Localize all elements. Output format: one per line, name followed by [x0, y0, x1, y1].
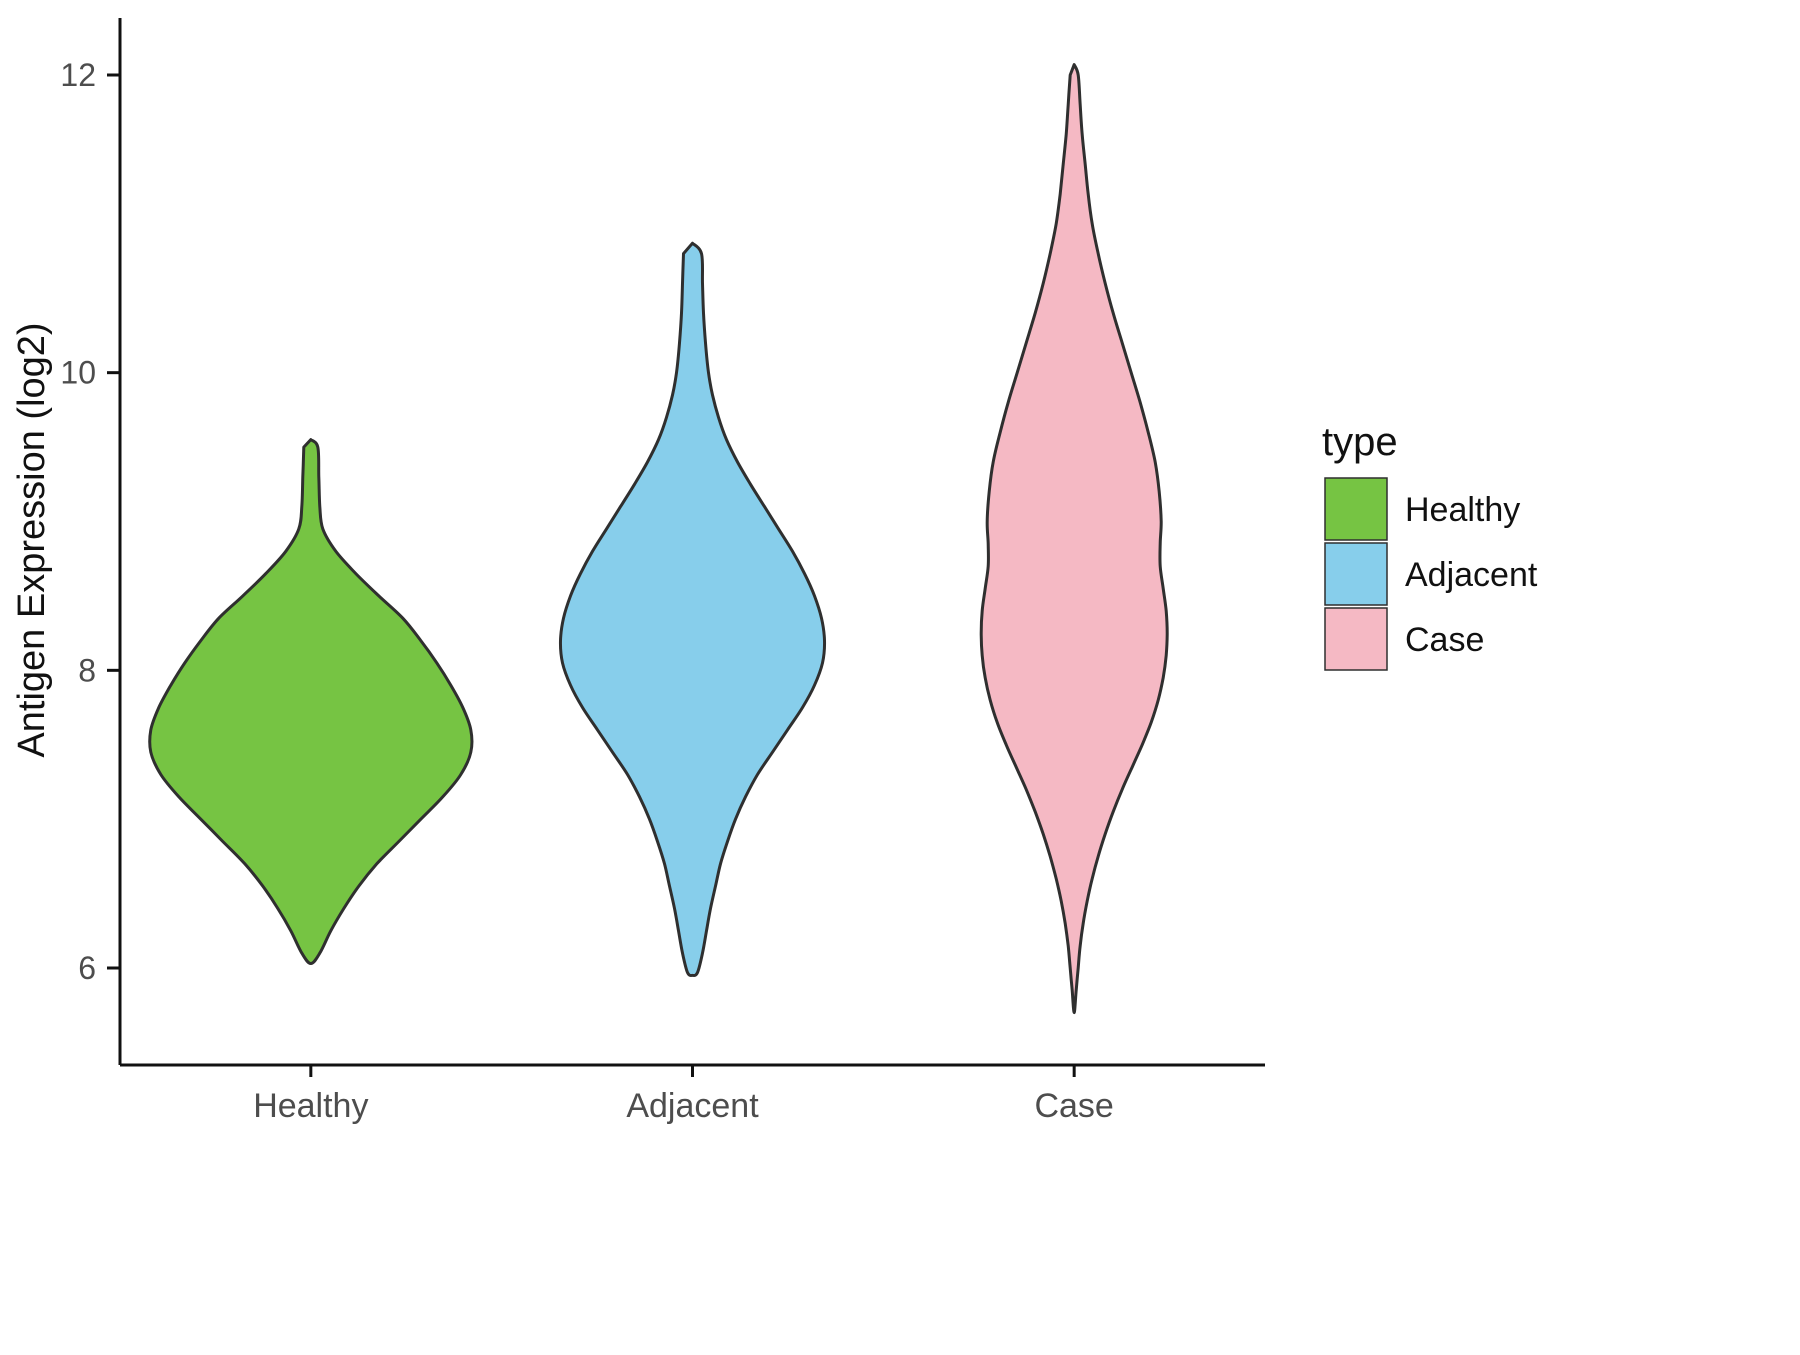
y-tick-label: 10 — [60, 355, 96, 391]
legend-key-case — [1324, 607, 1388, 671]
violins-group — [148, 63, 1169, 1015]
legend-key-healthy — [1324, 477, 1388, 541]
legend-entries: Healthy Adjacent Case — [1324, 477, 1538, 671]
legend-label-case: Case — [1405, 621, 1484, 659]
legend-label-healthy: Healthy — [1405, 491, 1520, 529]
y-tick-label: 6 — [78, 950, 96, 986]
legend-title: type — [1322, 420, 1398, 464]
violin-healthy — [148, 438, 474, 965]
y-tick-label: 8 — [78, 652, 96, 688]
violin-case — [979, 63, 1169, 1015]
axes-group: 6 8 10 12 Healthy Adjacent Case — [60, 18, 1265, 1125]
legend-key-adjacent — [1324, 542, 1388, 606]
legend-label-adjacent: Adjacent — [1405, 556, 1538, 594]
x-tick-label-healthy: Healthy — [253, 1087, 368, 1125]
legend: type Healthy Adjacent Case — [1322, 420, 1538, 671]
x-tick-label-case: Case — [1034, 1087, 1113, 1125]
violin-adjacent — [558, 241, 827, 977]
y-tick-label: 12 — [60, 57, 96, 93]
y-axis-title: Antigen Expression (log2) — [11, 322, 53, 757]
x-tick-label-adjacent: Adjacent — [626, 1087, 759, 1125]
